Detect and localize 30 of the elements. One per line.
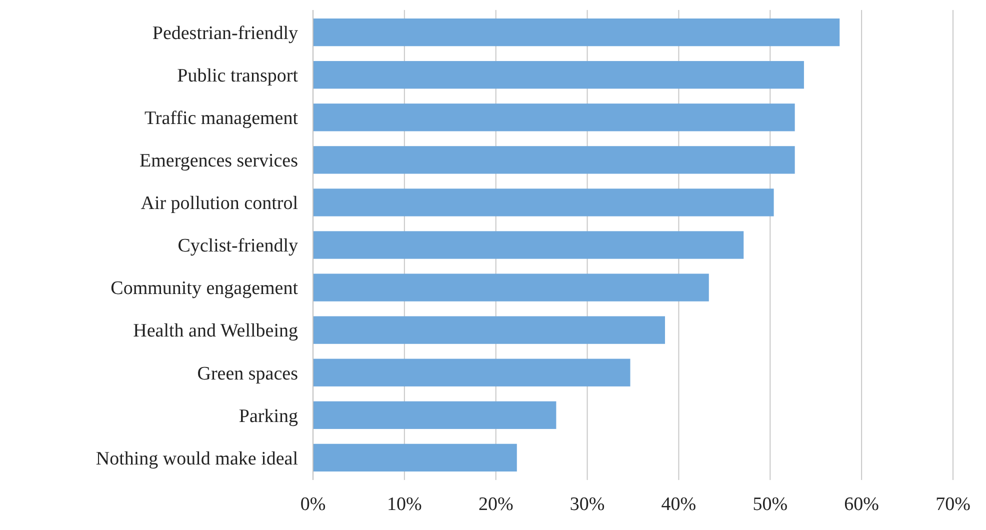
bar <box>313 401 556 429</box>
bar <box>313 444 517 472</box>
x-tick-label: 70% <box>936 494 971 515</box>
y-tick-label: Air pollution control <box>140 193 298 214</box>
bar <box>313 61 804 89</box>
bar <box>313 146 795 174</box>
y-tick-label: Community engagement <box>110 278 299 300</box>
y-tick-label: Green spaces <box>197 363 298 384</box>
bar <box>313 358 630 386</box>
y-tick-label: Emergences services <box>140 150 298 172</box>
bar <box>313 231 744 259</box>
y-tick-label: Pedestrian-friendly <box>152 22 298 44</box>
x-tick-label: 40% <box>661 494 696 515</box>
x-tick-label: 50% <box>752 494 788 515</box>
x-tick-label: 30% <box>570 494 605 515</box>
x-tick-label: 0% <box>300 494 326 515</box>
y-tick-label: Parking <box>238 406 298 427</box>
y-tick-label: Nothing would make ideal <box>96 448 298 470</box>
y-tick-label: Public transport <box>177 66 299 87</box>
x-tick-label: 10% <box>387 494 422 515</box>
x-tick-label: 60% <box>844 494 880 515</box>
bar <box>313 188 774 216</box>
x-tick-label: 20% <box>478 494 514 515</box>
y-tick-label: Traffic management <box>144 108 299 130</box>
bar <box>313 18 840 46</box>
bar <box>313 274 709 302</box>
bar <box>313 316 665 344</box>
y-tick-label: Health and Wellbeing <box>133 320 298 342</box>
y-tick-label: Cyclist-friendly <box>178 236 298 257</box>
bar <box>313 104 795 132</box>
